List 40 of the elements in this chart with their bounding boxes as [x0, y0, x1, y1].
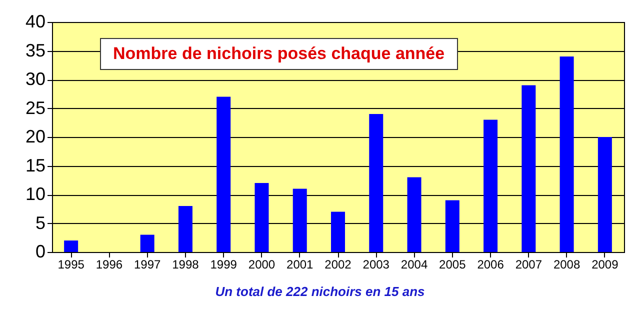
y-tick-label: 0 — [35, 242, 46, 262]
y-tick-label: 15 — [25, 155, 46, 176]
x-tick-label: 2005 — [439, 258, 466, 272]
x-tick-label: 2009 — [592, 258, 619, 272]
x-tick-label: 2006 — [477, 258, 504, 272]
x-tick-label: 2001 — [286, 258, 314, 272]
x-tick-label: 1997 — [134, 258, 162, 272]
x-tick-label: 1995 — [58, 258, 85, 272]
bar — [216, 96, 231, 252]
x-tick-label: 1999 — [210, 258, 238, 272]
y-tick-label: 30 — [25, 69, 46, 89]
bar — [178, 206, 192, 252]
bar — [598, 137, 612, 252]
x-tick-label: 2003 — [362, 258, 390, 272]
bar — [560, 56, 574, 252]
y-tick-label: 5 — [35, 212, 46, 233]
bar — [64, 240, 78, 252]
bar — [331, 212, 345, 252]
x-tick-label: 2007 — [515, 258, 542, 272]
bar — [369, 114, 384, 252]
y-tick-label: 25 — [25, 98, 46, 118]
y-tick-label: 20 — [25, 126, 46, 146]
y-tick-label: 10 — [25, 184, 46, 204]
x-tick-label: 2008 — [553, 258, 580, 272]
x-tick-label: 1996 — [96, 258, 123, 272]
bar — [522, 85, 536, 252]
y-tick-label: 40 — [25, 12, 46, 32]
text: Un total de 222 nichoirs en 15 ans — [214, 284, 426, 299]
bar — [445, 200, 460, 252]
bar — [407, 177, 422, 252]
bar — [484, 120, 498, 252]
y-tick-label: 35 — [25, 40, 46, 60]
bar — [254, 183, 269, 252]
bar — [140, 234, 154, 252]
x-tick-label: 2000 — [248, 258, 276, 272]
x-tick-label: 1998 — [172, 258, 200, 272]
x-tick-label: 2004 — [400, 258, 428, 272]
x-tick-label: 2002 — [324, 258, 352, 272]
text: Nombre de nichoirs posés chaque année — [100, 38, 458, 70]
bar — [292, 188, 307, 252]
